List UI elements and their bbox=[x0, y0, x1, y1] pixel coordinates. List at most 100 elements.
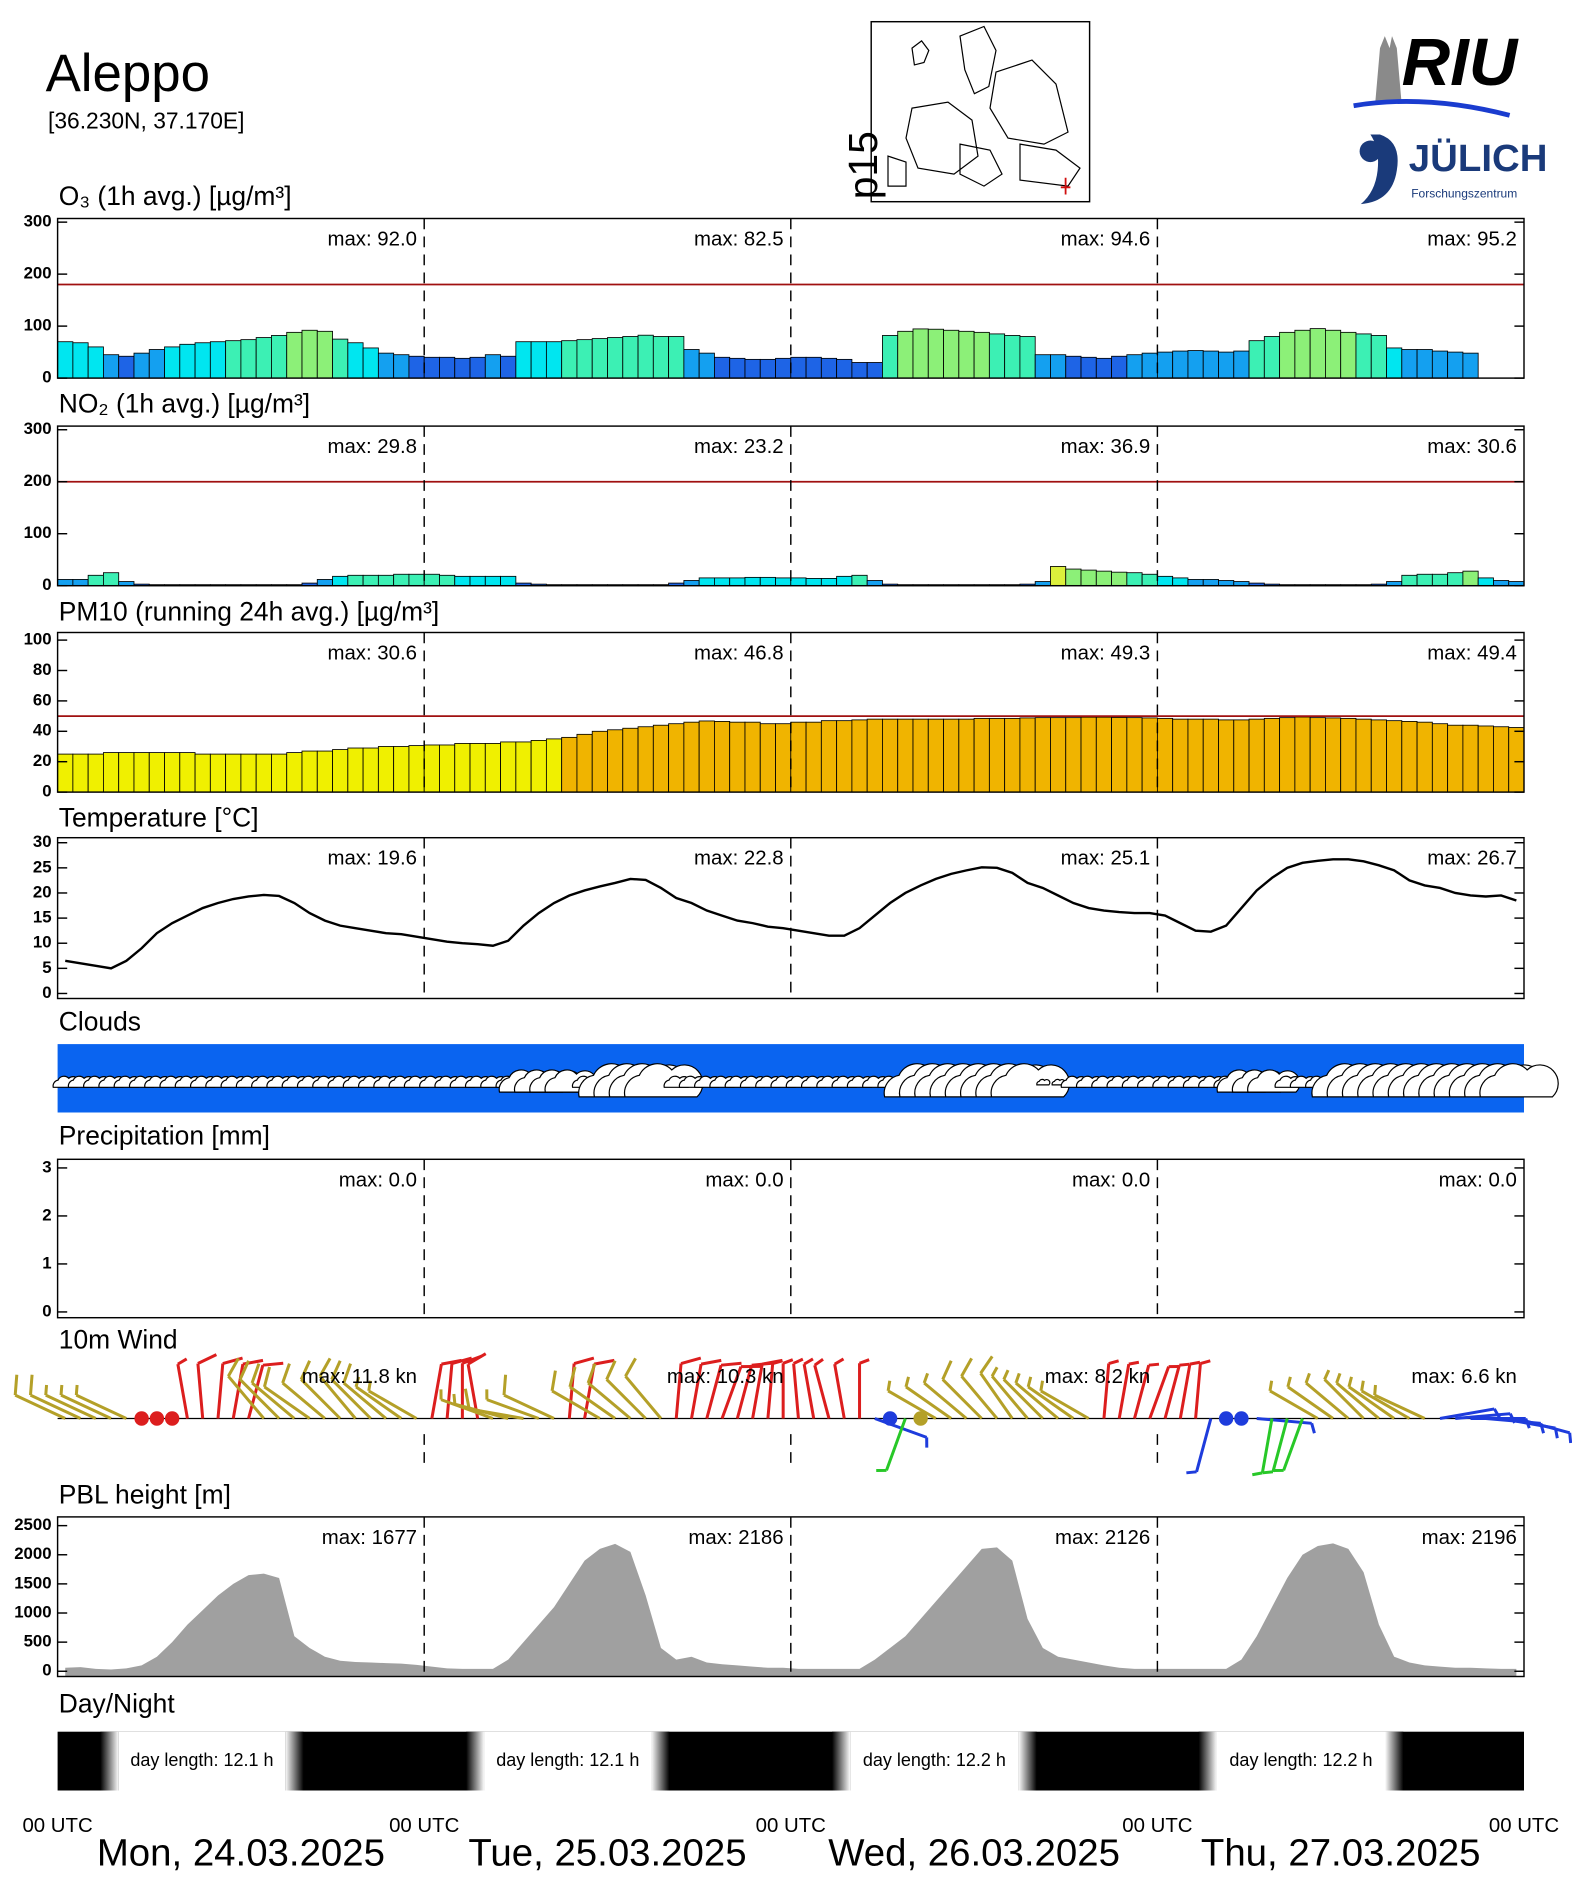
cloud bbox=[1036, 1078, 1051, 1086]
bar bbox=[469, 356, 486, 379]
wind-barb bbox=[367, 1380, 418, 1420]
bar bbox=[1263, 336, 1281, 379]
day-length-label: day length: 12.2 h bbox=[863, 1750, 1006, 1770]
wind-barb bbox=[904, 1376, 953, 1420]
y-tick-label: 0 bbox=[42, 1661, 51, 1680]
wind-barb bbox=[1014, 1372, 1060, 1420]
bar bbox=[1508, 727, 1525, 793]
wind-barb bbox=[502, 1374, 555, 1420]
bar bbox=[103, 354, 120, 379]
bar bbox=[225, 340, 242, 379]
wind-barb bbox=[1262, 1418, 1289, 1475]
bar bbox=[1202, 718, 1219, 793]
wind-barb bbox=[1148, 1365, 1179, 1420]
logo-sub-text: Forschungszentrum bbox=[1411, 187, 1517, 201]
bar bbox=[439, 574, 456, 587]
wind-barb bbox=[463, 1388, 524, 1420]
bar bbox=[988, 717, 1006, 793]
bar bbox=[347, 342, 364, 379]
bar bbox=[332, 749, 349, 793]
bar bbox=[683, 349, 700, 379]
wind-barb bbox=[250, 1363, 296, 1420]
wind-barb bbox=[1186, 1418, 1213, 1475]
bar bbox=[179, 343, 196, 379]
day-length-label: day length: 12.2 h bbox=[1229, 1750, 1372, 1770]
bar bbox=[1156, 717, 1174, 793]
bar bbox=[927, 718, 944, 793]
bar bbox=[1141, 717, 1158, 793]
bar bbox=[194, 342, 211, 379]
max-label: max: 0.0 bbox=[1439, 1169, 1517, 1191]
wind-barb bbox=[1268, 1380, 1319, 1420]
wind-barb bbox=[1102, 1359, 1120, 1419]
sunrise-fade bbox=[466, 1731, 485, 1791]
bar bbox=[698, 577, 715, 587]
bar bbox=[652, 336, 670, 379]
bar bbox=[988, 333, 1006, 379]
bar bbox=[393, 354, 410, 379]
bar bbox=[1462, 570, 1479, 587]
bar bbox=[637, 726, 654, 793]
bar bbox=[1172, 350, 1189, 379]
bar bbox=[1202, 350, 1219, 379]
wind-barb bbox=[59, 1384, 112, 1420]
bar bbox=[118, 752, 135, 793]
panel-title: Day/Night bbox=[59, 1688, 176, 1718]
bar bbox=[607, 729, 624, 793]
bar bbox=[148, 752, 165, 793]
bar bbox=[622, 727, 639, 793]
bar bbox=[255, 337, 272, 379]
wind-barb bbox=[960, 1357, 999, 1420]
y-tick-label: 300 bbox=[24, 419, 52, 438]
bar bbox=[714, 356, 731, 379]
y-tick-label: 0 bbox=[42, 983, 51, 1002]
bar bbox=[1141, 352, 1158, 379]
panel-title: O₃ (1h avg.) [µg/m³] bbox=[59, 181, 292, 211]
wind-barb bbox=[1335, 1372, 1380, 1420]
bar bbox=[820, 720, 838, 793]
bar bbox=[897, 330, 914, 379]
bar bbox=[1493, 580, 1510, 587]
y-tick-label: 20 bbox=[33, 751, 52, 770]
max-label: max: 49.4 bbox=[1427, 642, 1517, 664]
bar bbox=[790, 721, 807, 793]
bar bbox=[1111, 717, 1128, 793]
max-label: max: 8.2 kn bbox=[1045, 1366, 1150, 1388]
bar bbox=[1279, 717, 1296, 793]
y-tick-label: 3 bbox=[42, 1157, 51, 1176]
bar bbox=[729, 721, 746, 793]
wind-barb bbox=[44, 1384, 97, 1420]
bar bbox=[866, 718, 883, 793]
bar bbox=[1187, 579, 1204, 587]
wind-barb bbox=[13, 1374, 66, 1420]
bar bbox=[393, 573, 410, 587]
bar bbox=[118, 355, 135, 379]
bar bbox=[1004, 717, 1021, 793]
bar bbox=[484, 354, 501, 379]
bar bbox=[1325, 717, 1342, 793]
bar bbox=[805, 578, 822, 587]
bar bbox=[316, 750, 333, 793]
bar bbox=[439, 356, 456, 379]
wind-barb bbox=[1360, 1380, 1411, 1420]
wind-barb bbox=[690, 1358, 722, 1419]
max-label: max: 22.8 bbox=[694, 848, 784, 870]
wind-barb bbox=[1304, 1372, 1350, 1420]
bar bbox=[882, 718, 899, 793]
bar bbox=[1095, 357, 1112, 379]
bar bbox=[851, 362, 868, 379]
wind-barb bbox=[1252, 1418, 1274, 1477]
bar bbox=[316, 579, 333, 587]
bar bbox=[87, 346, 104, 379]
bar bbox=[1386, 347, 1403, 379]
wind-barb bbox=[262, 1366, 311, 1420]
bar bbox=[729, 577, 746, 587]
bar bbox=[1141, 573, 1158, 587]
bar bbox=[454, 575, 471, 587]
max-label: max: 92.0 bbox=[327, 228, 417, 250]
wind-barb bbox=[1163, 1362, 1190, 1419]
bar bbox=[469, 575, 486, 587]
bar bbox=[668, 336, 685, 379]
bar bbox=[332, 575, 349, 587]
